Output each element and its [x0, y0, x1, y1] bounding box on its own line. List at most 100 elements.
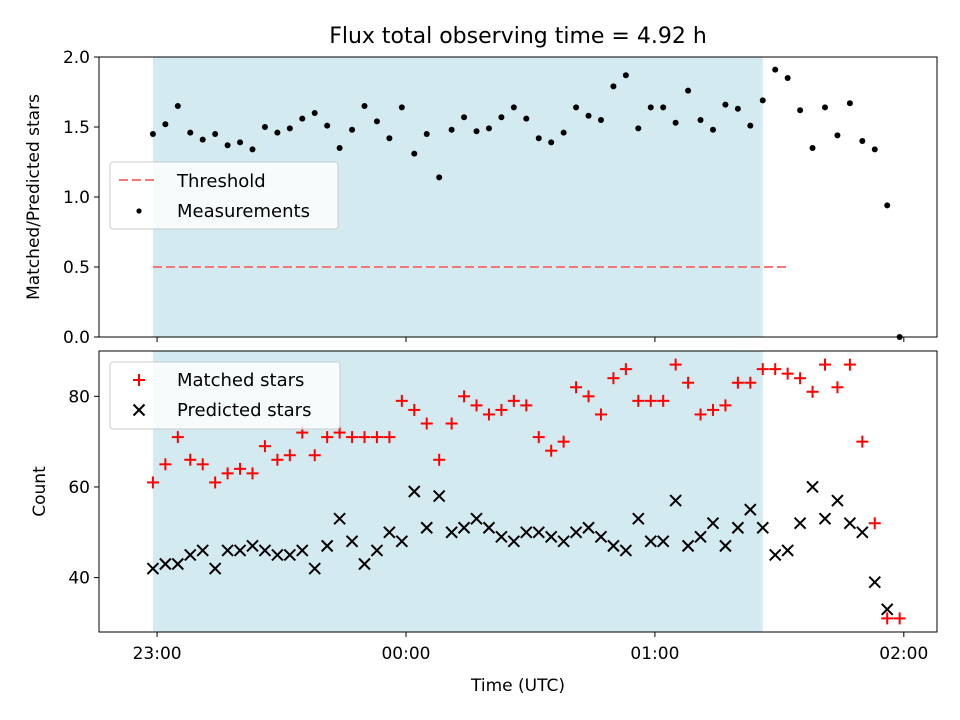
measurement-point: [485, 125, 492, 132]
y-tick-label: 40: [68, 569, 90, 589]
measurement-point: [174, 103, 181, 109]
matched-point: [370, 431, 383, 444]
predicted-point: [818, 512, 832, 525]
predicted-point: [706, 517, 720, 530]
bottom-y-ticks: 40 60 80: [68, 387, 99, 589]
matched-point: [470, 399, 483, 412]
measurement-point: [361, 103, 368, 109]
cross-b: [470, 512, 483, 525]
matched-point: [159, 458, 172, 471]
predicted-point: [644, 535, 657, 548]
matched-point: [321, 431, 334, 444]
matched-point: [818, 358, 831, 371]
cross-b: [881, 603, 894, 616]
cross-b: [246, 539, 259, 553]
cross-b: [831, 494, 844, 507]
matched-point: [383, 431, 396, 444]
predicted-point: [669, 494, 682, 507]
matched-point: [358, 431, 371, 444]
predicted-point: [171, 557, 185, 571]
predicted-point: [831, 494, 844, 507]
predicted-point: [793, 517, 807, 530]
measurement-point: [722, 101, 729, 108]
predicted-point: [358, 557, 371, 571]
cross-b: [818, 512, 832, 525]
top-legend-box: [109, 161, 339, 230]
matched-point: [794, 372, 807, 385]
matched-point: [756, 363, 769, 376]
x-tick-label: 23:00: [133, 644, 182, 664]
predicted-point: [656, 535, 670, 548]
matched-point: [408, 403, 421, 416]
measurement-point: [846, 100, 853, 107]
matched-point: [806, 385, 819, 398]
matched-point: [482, 408, 495, 421]
predicted-point: [507, 535, 521, 548]
matched-point: [831, 381, 844, 394]
cross-b: [345, 535, 359, 548]
predicted-point: [532, 526, 545, 539]
predicted-point: [196, 544, 209, 557]
measurement-point: [697, 117, 704, 123]
measurement-point: [884, 202, 891, 209]
top-x-ticks: [156, 337, 905, 342]
cross-b: [283, 548, 297, 562]
predicted-point: [432, 489, 446, 503]
cross-b: [320, 539, 334, 553]
matched-point: [893, 612, 906, 625]
measurement-point: [498, 114, 505, 121]
y-tick-label: 2.0: [63, 48, 90, 68]
legend-predicted-label: Predicted stars: [177, 400, 311, 421]
measurement-point: [859, 138, 866, 144]
predicted-point: [445, 526, 458, 539]
cross-b: [258, 544, 272, 557]
cross-b: [159, 557, 172, 571]
measurement-point: [423, 131, 430, 137]
y-tick-label: 60: [68, 478, 90, 498]
measurement-point: [336, 145, 343, 151]
cross-b: [482, 521, 496, 534]
measurement-point: [560, 129, 567, 136]
measurement-point: [523, 115, 530, 122]
predicted-point: [569, 526, 583, 539]
matched-point: [271, 453, 284, 466]
cross-b: [557, 535, 570, 548]
predicted-point: [557, 535, 570, 548]
cross-b: [632, 512, 645, 525]
matched-point: [669, 358, 682, 371]
matched-point: [843, 358, 856, 371]
matched-point: [719, 399, 732, 412]
cross-b: [233, 544, 247, 557]
y-tick-label: 1.0: [63, 188, 90, 208]
legend-predicted-swatch: [132, 403, 146, 417]
matched-point: [706, 403, 719, 416]
measurement-point: [386, 135, 393, 142]
cross-b: [756, 521, 769, 534]
y-tick-label: 80: [68, 387, 90, 407]
predicted-point: [856, 526, 869, 539]
predicted-point: [582, 521, 595, 534]
count-points: [146, 358, 906, 625]
cross-b: [221, 544, 234, 557]
predicted-point: [843, 517, 857, 530]
predicted-point: [246, 539, 259, 553]
predicted-point: [719, 539, 732, 553]
measurement-point: [237, 139, 244, 146]
matched-point: [283, 449, 296, 462]
measurement-point: [461, 114, 468, 121]
x-tick-label: 00:00: [381, 644, 430, 664]
measurement-point: [759, 97, 766, 104]
legend-threshold-label: Threshold: [176, 171, 266, 192]
predicted-point: [383, 526, 396, 539]
cross-b: [395, 535, 409, 548]
cross-b: [669, 494, 682, 507]
predicted-point: [769, 548, 782, 562]
measurement-point: [821, 104, 828, 111]
matched-point: [184, 453, 197, 466]
measurement-point: [709, 126, 716, 133]
predicted-point: [308, 562, 321, 575]
predicted-point: [594, 530, 608, 544]
measurement-point: [286, 125, 293, 132]
cross-b: [681, 539, 695, 553]
